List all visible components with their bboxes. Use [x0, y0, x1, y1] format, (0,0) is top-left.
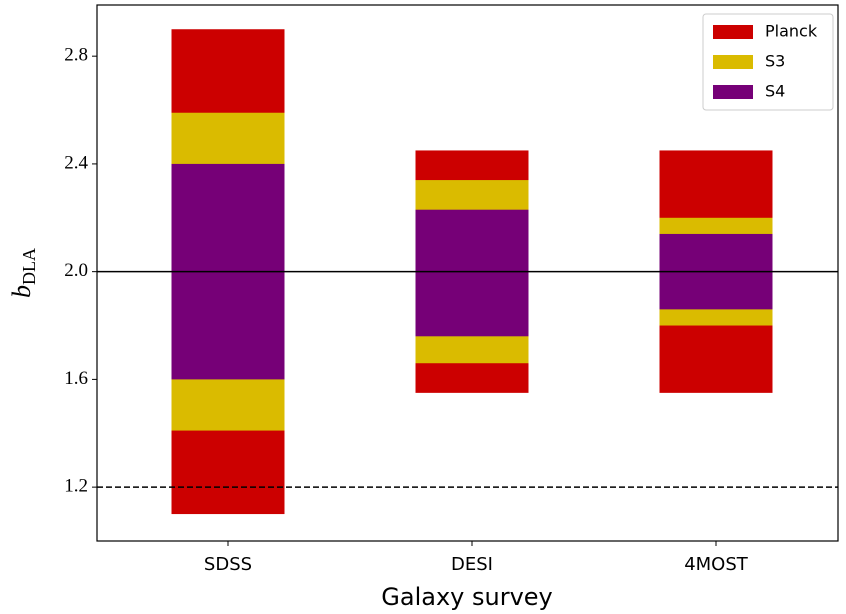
- x-tick-label: SDSS: [204, 554, 252, 575]
- y-tick-label: 1.6: [64, 368, 88, 389]
- legend-swatch: [713, 85, 753, 99]
- x-axis-label: Galaxy survey: [381, 583, 552, 611]
- x-tick-label: DESI: [451, 554, 493, 575]
- legend-label: S3: [765, 52, 785, 71]
- y-tick-label: 2.4: [64, 152, 88, 173]
- x-tick-label: 4MOST: [684, 554, 749, 575]
- plot-frame: [96, 4, 839, 542]
- y-tick-label: 1.2: [64, 475, 88, 496]
- range-bar: [415, 209, 529, 337]
- y-axis-label-main: b: [7, 285, 36, 298]
- legend-swatch: [713, 25, 753, 39]
- y-axis-label-sub: DLA: [19, 248, 39, 285]
- y-tick-label: 2.8: [64, 45, 88, 66]
- legend-swatch: [713, 55, 753, 69]
- legend-label: S4: [765, 82, 785, 101]
- y-axis-label: bDLA: [7, 248, 39, 298]
- legend-label: Planck: [765, 22, 818, 41]
- y-tick-label: 2.0: [64, 260, 88, 281]
